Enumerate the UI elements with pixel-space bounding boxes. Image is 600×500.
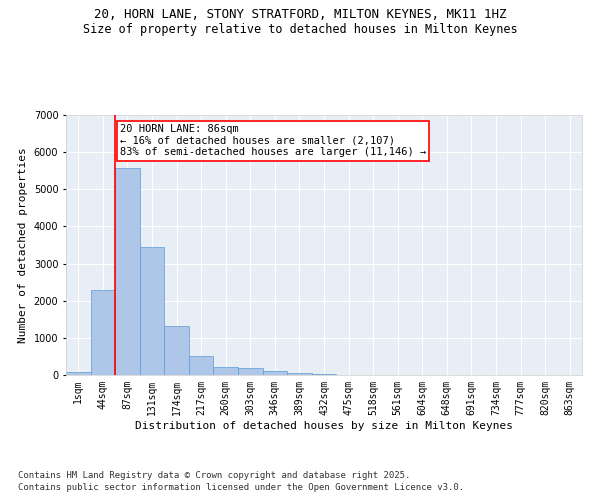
Text: 20, HORN LANE, STONY STRATFORD, MILTON KEYNES, MK11 1HZ: 20, HORN LANE, STONY STRATFORD, MILTON K… bbox=[94, 8, 506, 20]
Bar bbox=[312, 374, 336, 375]
Text: Contains public sector information licensed under the Open Government Licence v3: Contains public sector information licen… bbox=[18, 484, 464, 492]
Bar bbox=[115, 168, 140, 375]
Bar bbox=[189, 356, 214, 375]
Bar bbox=[66, 372, 91, 375]
Bar bbox=[263, 372, 287, 375]
Bar bbox=[140, 247, 164, 375]
Text: Size of property relative to detached houses in Milton Keynes: Size of property relative to detached ho… bbox=[83, 22, 517, 36]
Bar bbox=[164, 326, 189, 375]
Bar bbox=[214, 367, 238, 375]
Y-axis label: Number of detached properties: Number of detached properties bbox=[18, 147, 28, 343]
Text: Contains HM Land Registry data © Crown copyright and database right 2025.: Contains HM Land Registry data © Crown c… bbox=[18, 471, 410, 480]
Text: 20 HORN LANE: 86sqm
← 16% of detached houses are smaller (2,107)
83% of semi-det: 20 HORN LANE: 86sqm ← 16% of detached ho… bbox=[120, 124, 427, 158]
Bar bbox=[287, 372, 312, 375]
Bar bbox=[238, 368, 263, 375]
X-axis label: Distribution of detached houses by size in Milton Keynes: Distribution of detached houses by size … bbox=[135, 420, 513, 430]
Bar bbox=[91, 290, 115, 375]
